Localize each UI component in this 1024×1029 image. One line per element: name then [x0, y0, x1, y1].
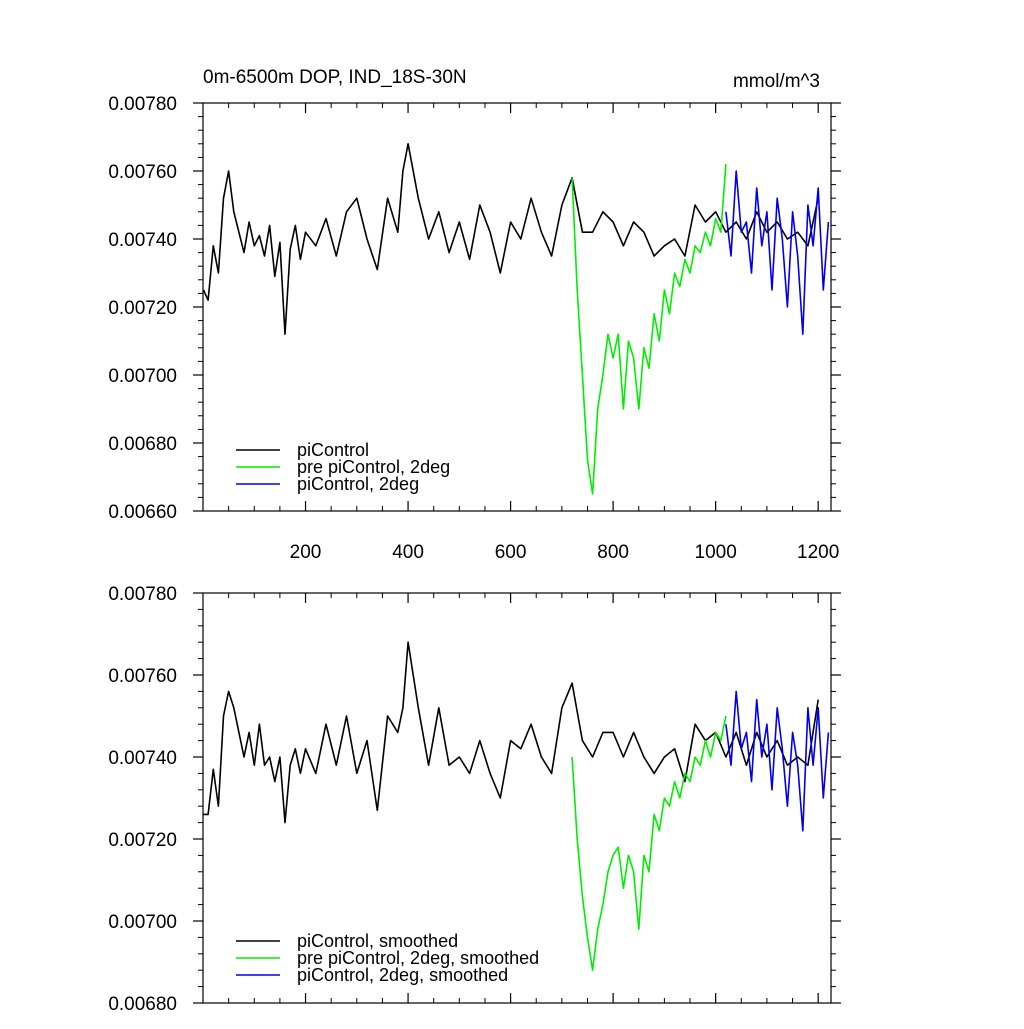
- y-tick-label: 0.00680: [108, 994, 177, 1015]
- series-line-0-panel-1: [203, 641, 819, 824]
- x-tick-label: 400: [392, 542, 424, 563]
- legend-label-2: piControl, 2deg, smoothed: [297, 965, 508, 985]
- y-tick-label: 0.00700: [108, 366, 177, 387]
- y-tick-label: 0.00780: [108, 584, 177, 605]
- series-line-1-panel-0: [571, 164, 727, 495]
- bottom-panel: 0.00680 0.00700 0.00720 0.00740 0.00760 0.007…: [108, 584, 841, 1015]
- legend-label-0: piControl: [297, 440, 369, 460]
- legend-label-1: pre piControl, 2deg, smoothed: [297, 948, 539, 968]
- legend-label-2: piControl, 2deg: [297, 474, 419, 494]
- x-tick-label: 800: [597, 542, 629, 563]
- legend-label-1: pre piControl, 2deg: [297, 457, 450, 477]
- x-tick-label: 1000: [695, 542, 737, 563]
- units-label: mmol/m^3: [733, 71, 820, 92]
- x-tick-label: 600: [495, 542, 527, 563]
- legend-label-0: piControl, smoothed: [297, 931, 458, 951]
- series-line-0-panel-0: [202, 143, 819, 336]
- x-tick-label: 1200: [797, 542, 839, 563]
- x-tick-label: 200: [290, 542, 322, 563]
- series-line-2-panel-1: [725, 690, 830, 832]
- y-tick-label: 0.00780: [108, 94, 177, 115]
- series-line-2-panel-0: [725, 170, 830, 336]
- y-tick-label: 0.00740: [108, 230, 177, 251]
- plot-frame-panel-1: [202, 592, 832, 1004]
- series-line-1-panel-1: [571, 715, 727, 972]
- y-tick-label: 0.00680: [108, 434, 177, 455]
- y-tick-label: 0.00760: [108, 162, 177, 183]
- y-tick-label: 0.00660: [108, 502, 177, 523]
- top-panel: 0m-6500m DOP, IND_18S-30N mmol/m^3 0.006…: [108, 67, 841, 563]
- y-tick-label: 0.00760: [108, 666, 177, 687]
- y-tick-label: 0.00740: [108, 748, 177, 769]
- chart-title: 0m-6500m DOP, IND_18S-30N: [203, 67, 467, 88]
- y-tick-label: 0.00720: [108, 830, 177, 851]
- y-tick-label: 0.00720: [108, 298, 177, 319]
- y-tick-label: 0.00700: [108, 912, 177, 933]
